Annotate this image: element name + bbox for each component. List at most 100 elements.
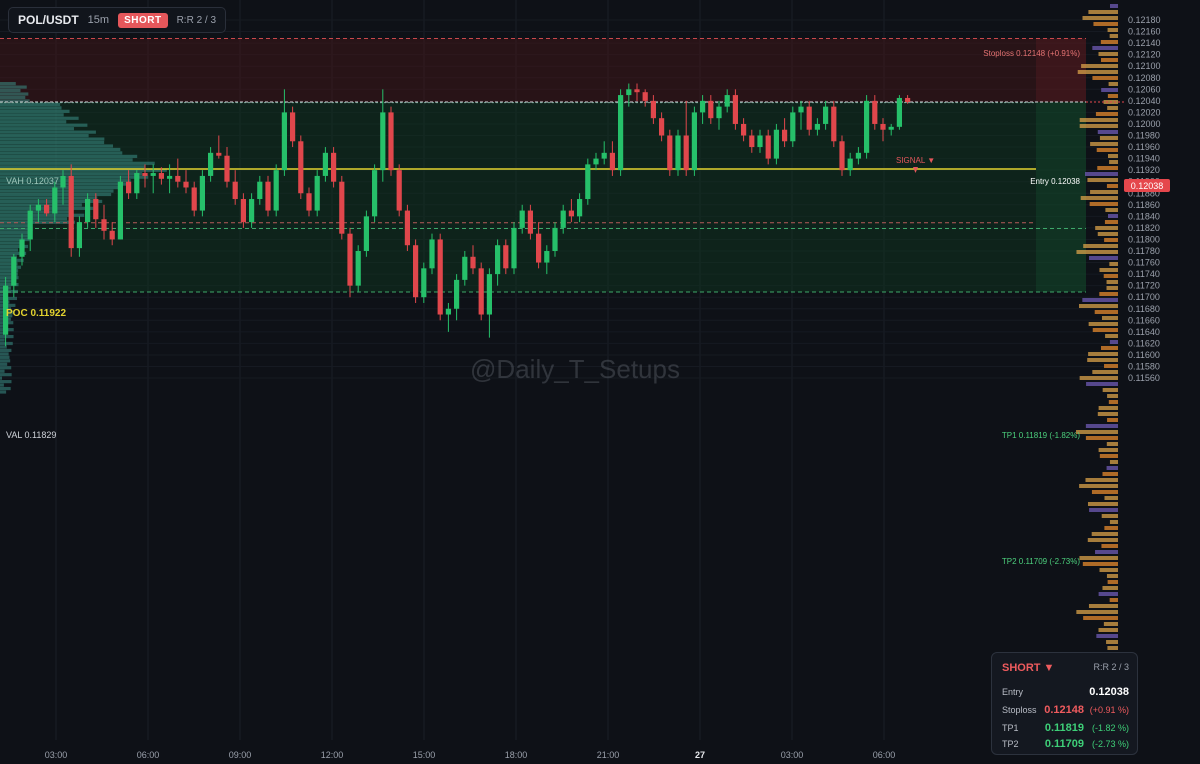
candle[interactable] [667,129,673,176]
candle[interactable] [183,170,189,194]
candle[interactable] [208,147,214,182]
candle[interactable] [216,135,222,159]
candle[interactable] [76,216,82,257]
candle[interactable] [290,106,296,148]
candle[interactable] [782,118,788,148]
candle[interactable] [126,170,132,200]
candle[interactable] [888,123,894,136]
candle[interactable] [158,167,164,185]
candle[interactable] [486,268,492,338]
candle[interactable] [864,95,870,159]
candle[interactable] [896,95,902,130]
candle[interactable] [454,274,460,321]
candle[interactable] [314,170,320,217]
candle[interactable] [380,89,386,182]
symbol-header[interactable]: POL/USDT 15m SHORT R:R 2 / 3 [8,7,227,33]
candle[interactable] [167,164,173,194]
candle[interactable] [462,251,468,286]
candle[interactable] [642,89,648,107]
symbol-name[interactable]: POL/USDT [18,13,79,27]
candle[interactable] [855,147,861,165]
candle[interactable] [35,199,41,223]
candle[interactable] [659,112,665,142]
candle[interactable] [478,262,484,321]
candle[interactable] [650,95,656,124]
candle[interactable] [363,210,369,257]
candle[interactable] [577,193,583,223]
timeframe-label[interactable]: 15m [87,14,110,26]
candle[interactable] [831,100,837,148]
candle[interactable] [675,129,681,176]
candle[interactable] [683,100,689,176]
candle[interactable] [691,106,697,176]
candle[interactable] [52,181,58,223]
time-axis[interactable]: 03:00 06:00 09:00 12:00 15:00 18:00 21:00 27 03:… [45,750,896,760]
candle[interactable] [117,175,123,240]
candle[interactable] [847,152,853,176]
candle[interactable] [339,175,345,240]
candle[interactable] [552,222,558,257]
candle[interactable] [511,222,517,275]
candle[interactable] [322,147,328,182]
candle[interactable] [27,204,33,251]
candle[interactable] [593,152,599,171]
candle[interactable] [618,89,624,176]
candle[interactable] [773,123,779,165]
candle[interactable] [495,239,501,286]
candle[interactable] [741,118,747,142]
candle[interactable] [790,106,796,148]
candle[interactable] [544,245,550,275]
candle[interactable] [700,95,706,124]
candle[interactable] [536,222,542,269]
candle[interactable] [11,253,17,298]
candle[interactable] [814,118,820,136]
candle[interactable] [265,175,271,217]
candle[interactable] [224,147,230,188]
candle[interactable] [568,199,574,223]
candle[interactable] [437,233,443,321]
candle[interactable] [109,222,115,246]
candle[interactable] [232,170,238,205]
candle[interactable] [19,233,25,266]
candle[interactable] [150,164,156,194]
candle[interactable] [396,164,402,217]
candle[interactable] [281,89,287,176]
candle[interactable] [3,276,9,347]
candle[interactable] [413,239,419,303]
candle[interactable] [199,170,205,217]
candle[interactable] [421,262,427,303]
candle[interactable] [429,233,435,275]
candle[interactable] [527,204,533,240]
candle[interactable] [347,227,353,298]
candle[interactable] [765,129,771,165]
candle[interactable] [60,170,66,205]
candle[interactable] [388,106,394,176]
candle[interactable] [823,100,829,130]
candle[interactable] [142,164,148,188]
candle[interactable] [306,187,312,217]
candle[interactable] [724,89,730,113]
candle[interactable] [445,302,451,332]
candle[interactable] [601,141,607,165]
candle[interactable] [404,204,410,251]
candle[interactable] [839,135,845,176]
candle[interactable] [298,135,304,200]
candle[interactable] [85,193,91,228]
candle[interactable] [708,95,714,124]
candle[interactable] [609,141,615,176]
candle[interactable] [101,204,107,240]
candle[interactable] [749,129,755,153]
candle[interactable] [68,164,74,257]
candle[interactable] [757,129,763,153]
candle[interactable] [560,204,566,234]
candles[interactable] [3,83,911,347]
candle[interactable] [470,245,476,275]
candle[interactable] [273,164,279,217]
candle[interactable] [634,83,640,101]
candle[interactable] [798,100,804,130]
candle[interactable] [175,158,181,188]
candle[interactable] [585,158,591,205]
candle[interactable] [240,193,246,228]
